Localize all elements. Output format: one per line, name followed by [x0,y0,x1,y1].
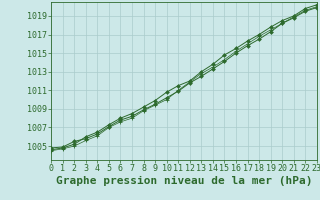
X-axis label: Graphe pression niveau de la mer (hPa): Graphe pression niveau de la mer (hPa) [56,176,312,186]
